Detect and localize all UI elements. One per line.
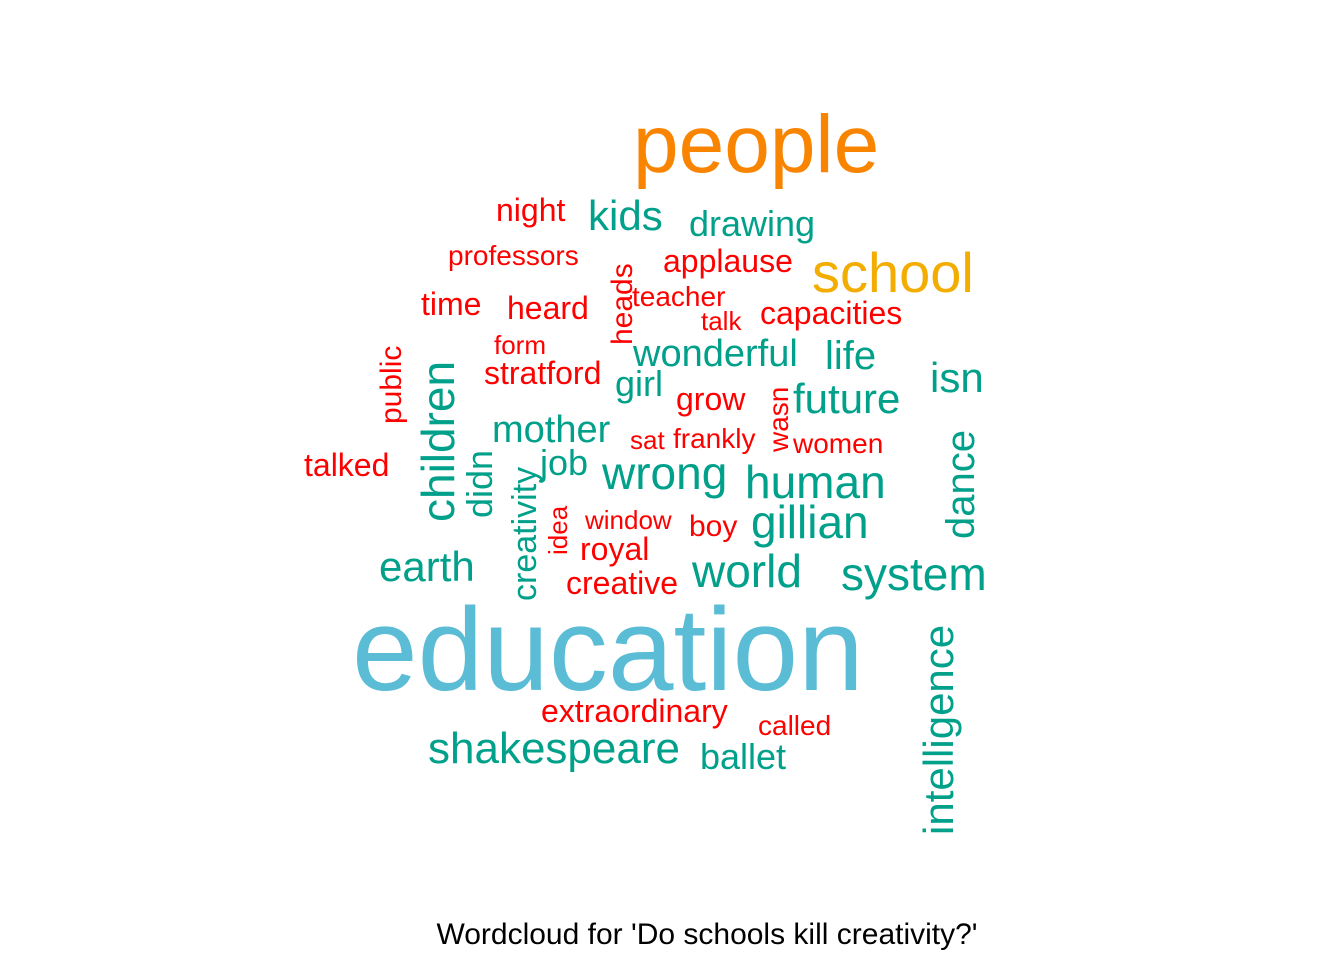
word-wasn: wasn <box>763 387 794 453</box>
word-stratford: stratford <box>484 355 601 391</box>
word-didn: didn <box>459 450 500 518</box>
word-future: future <box>793 375 900 422</box>
word-called: called <box>758 710 831 741</box>
word-kids: kids <box>588 192 663 239</box>
word-creative: creative <box>566 565 678 601</box>
word-mother: mother <box>492 409 611 451</box>
word-shakespeare: shakespeare <box>428 724 680 773</box>
word-capacities: capacities <box>760 295 902 331</box>
word-talked: talked <box>304 447 389 483</box>
word-people: people <box>633 99 879 190</box>
word-heads: heads <box>606 263 639 345</box>
word-creativity: creativity <box>506 467 544 601</box>
word-teacher: teacher <box>632 281 725 312</box>
word-isn: isn <box>930 354 984 401</box>
word-ballet: ballet <box>700 736 786 777</box>
word-professors: professors <box>448 240 579 271</box>
word-time: time <box>421 286 481 322</box>
word-human: human <box>745 456 886 508</box>
word-night: night <box>496 192 566 228</box>
word-intelligence: intelligence <box>915 625 962 835</box>
word-applause: applause <box>663 243 793 279</box>
word-public: public <box>375 346 408 424</box>
word-grow: grow <box>676 381 746 417</box>
word-frankly: frankly <box>673 423 755 454</box>
word-royal: royal <box>580 531 649 567</box>
word-form: form <box>494 330 546 360</box>
word-sat: sat <box>630 425 665 455</box>
word-system: system <box>841 548 987 600</box>
word-talk: talk <box>701 306 742 336</box>
word-idea: idea <box>543 505 573 555</box>
word-life: life <box>825 334 876 378</box>
word-wrong: wrong <box>601 447 727 499</box>
word-wonderful: wonderful <box>632 333 798 375</box>
word-women: women <box>792 428 883 459</box>
word-girl: girl <box>615 363 663 404</box>
word-school: school <box>812 241 974 304</box>
word-gillian: gillian <box>751 496 869 548</box>
word-dance: dance <box>939 430 983 539</box>
word-extraordinary: extraordinary <box>541 693 728 729</box>
word-window: window <box>584 505 672 535</box>
word-world: world <box>691 545 802 597</box>
word-education: education <box>352 584 864 716</box>
word-children: children <box>412 361 464 522</box>
word-job: job <box>539 442 588 483</box>
word-heard: heard <box>507 290 589 326</box>
word-earth: earth <box>379 543 475 590</box>
word-boy: boy <box>689 510 737 543</box>
chart-caption: Wordcloud for 'Do schools kill creativit… <box>436 918 978 951</box>
word-drawing: drawing <box>689 203 815 244</box>
